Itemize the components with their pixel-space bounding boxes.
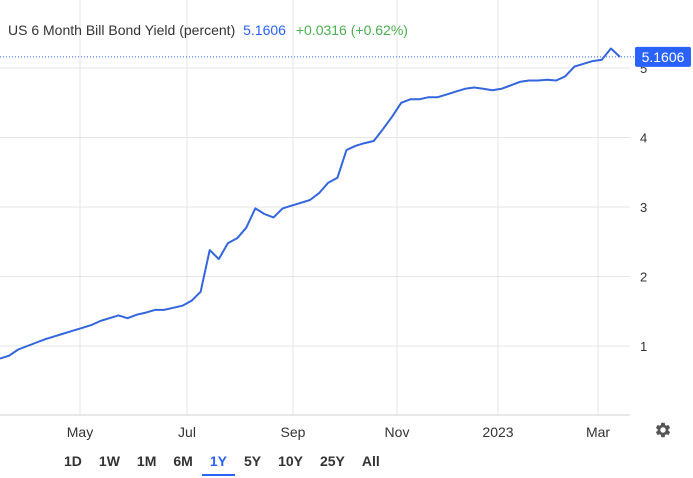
period-button-6m[interactable]: 6M xyxy=(173,453,193,469)
series-line[interactable] xyxy=(0,47,621,360)
price-label: 5.1606 xyxy=(635,46,691,67)
current-price: 5.1606 xyxy=(243,22,286,38)
x-tick-label: Jul xyxy=(178,424,196,440)
price-label-bg xyxy=(635,46,691,67)
period-button-5y[interactable]: 5Y xyxy=(243,453,262,469)
price-change: +0.0316 (+0.62%) xyxy=(295,22,408,38)
y-tick-label: 1 xyxy=(640,339,647,354)
y-axis: 1 2 3 4 5 xyxy=(640,61,647,354)
period-button-all[interactable]: All xyxy=(361,453,380,469)
period-selector: 1D 1W 1M 6M 1Y 5Y 10Y 25Y All xyxy=(56,448,389,478)
x-tick-label: 2023 xyxy=(482,424,513,440)
chart: 1 2 3 4 5 May Jul Sep Nov 2023 Mar 5.1606 xyxy=(0,0,691,440)
price-label-text: 5.1606 xyxy=(642,49,685,65)
period-button-10y[interactable]: 10Y xyxy=(278,453,303,469)
y-tick-label: 5 xyxy=(640,61,647,76)
x-tick-label: Nov xyxy=(385,424,410,440)
x-tick-label: May xyxy=(67,424,93,440)
y-tick-label: 3 xyxy=(640,200,647,215)
period-button-1w[interactable]: 1W xyxy=(98,453,120,469)
y-tick-label: 4 xyxy=(640,131,647,146)
chart-grid xyxy=(0,0,630,416)
chart-title: US 6 Month Bill Bond Yield (percent) xyxy=(8,22,236,38)
period-button-1m[interactable]: 1M xyxy=(136,453,157,469)
period-button-1y[interactable]: 1Y xyxy=(201,448,235,476)
gear-icon[interactable] xyxy=(654,421,672,439)
x-axis: May Jul Sep Nov 2023 Mar xyxy=(67,424,611,440)
y-tick-label: 2 xyxy=(640,270,647,285)
x-tick-label: Sep xyxy=(281,424,306,440)
period-button-25y[interactable]: 25Y xyxy=(319,453,345,469)
chart-header: US 6 Month Bill Bond Yield (percent) 5.1… xyxy=(8,22,408,38)
x-tick-label: Mar xyxy=(586,424,610,440)
period-button-1d[interactable]: 1D xyxy=(64,453,82,469)
